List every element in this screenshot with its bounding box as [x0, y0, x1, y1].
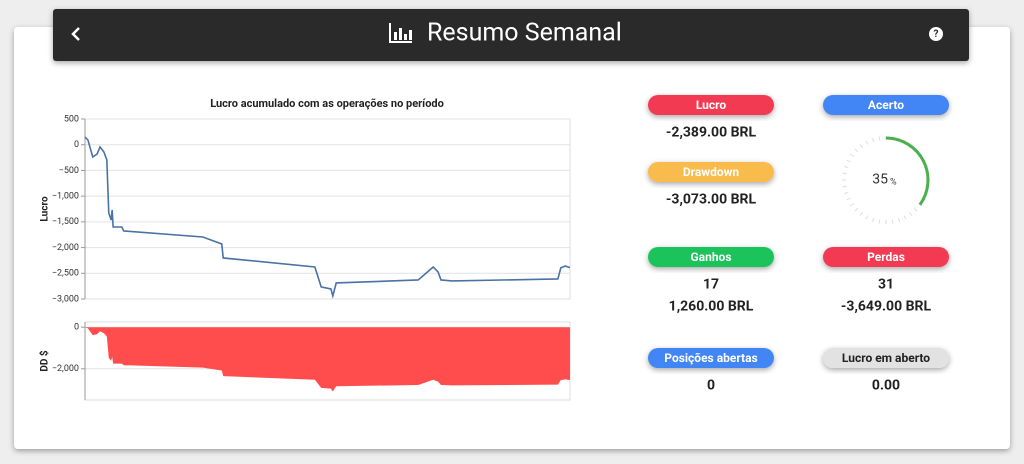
gauge-tick: [859, 212, 863, 216]
profit-line: [84, 136, 571, 300]
y-tick-label: −1,000: [52, 192, 79, 202]
y-tick-label: −3,000: [52, 294, 79, 304]
stat-value: 31: [878, 277, 894, 293]
gauge-tick: [878, 136, 881, 141]
chart-icon: [389, 23, 412, 43]
stat-value: 17: [703, 277, 719, 293]
stat-pill: [648, 162, 774, 182]
gauge-tick: [871, 217, 875, 223]
gauge-tick: [850, 153, 854, 157]
gauge-tick: [854, 207, 859, 212]
y-axis-label: DD $: [38, 350, 51, 371]
header-title: Resumo Semanal: [427, 19, 622, 48]
gauge-pill: [823, 95, 949, 115]
gauge-tick: [897, 217, 901, 223]
y-tick-label: −500: [59, 166, 79, 176]
gauge-tick: [842, 185, 847, 188]
gauge-tick: [846, 197, 851, 201]
y-tick-label: −2,000: [52, 243, 79, 253]
stat-value: -3,073.00 BRL: [666, 192, 757, 208]
gauge-tick: [865, 215, 869, 220]
gauge-arc: [885, 136, 930, 206]
gauge-unit: %: [890, 177, 897, 187]
help-button[interactable]: ?: [929, 27, 943, 41]
stat-pill: [823, 247, 949, 267]
stat-pill-label: Ganhos: [691, 250, 732, 264]
stat-pill: [648, 247, 774, 267]
gauge-tick: [871, 137, 875, 143]
gauge-tick: [865, 140, 869, 145]
gauge-tick: [859, 144, 863, 148]
back-button[interactable]: [71, 27, 80, 41]
stat-pill-label: Lucro: [696, 98, 727, 112]
stat-pill-label: Drawdown: [683, 165, 740, 179]
stat-pill: [648, 95, 774, 115]
stat-pill-label: Posições abertas: [664, 351, 757, 365]
y-tick-label: 0: [74, 323, 79, 333]
gauge-tick: [854, 148, 859, 153]
card: [14, 27, 1010, 449]
stat-value: 0.00: [872, 378, 900, 394]
stat-pill-label: Lucro em aberto: [842, 351, 930, 365]
stat-value: -3,649.00 BRL: [841, 299, 932, 315]
stat-pill: [648, 348, 774, 368]
stat-value: 1,260.00 BRL: [669, 299, 754, 315]
gauge-value: 35: [872, 172, 888, 188]
y-tick-label: −2,500: [52, 269, 79, 279]
y-tick-label: 500: [64, 114, 79, 124]
y-tick-label: −2,000: [52, 364, 79, 374]
gauge-tick: [909, 212, 913, 216]
drawdown-area: [85, 327, 570, 392]
stat-value: -2,389.00 BRL: [666, 125, 757, 141]
header-bar: [53, 9, 969, 61]
gauge-tick: [846, 159, 851, 163]
y-tick-label: 0: [74, 140, 79, 150]
stat-pill: [823, 348, 949, 368]
stat-value: 0: [707, 378, 715, 394]
svg-text:?: ?: [934, 29, 939, 40]
gauge-tick: [843, 191, 849, 195]
gauge-tick: [842, 172, 847, 175]
stat-pill-label: Perdas: [867, 250, 905, 264]
y-axis-label: Lucro: [40, 196, 51, 222]
gauge-tick: [843, 165, 849, 169]
chart-title: Lucro acumulado com as operações no perí…: [210, 97, 444, 110]
gauge-tick: [913, 207, 918, 212]
gauge-tick: [903, 215, 907, 220]
gauge-tick: [878, 219, 881, 224]
gauge-tick: [891, 219, 894, 224]
gauge-tick: [850, 203, 854, 207]
gauge-pill-label: Acerto: [868, 98, 904, 112]
y-tick-label: −1,500: [52, 217, 79, 227]
